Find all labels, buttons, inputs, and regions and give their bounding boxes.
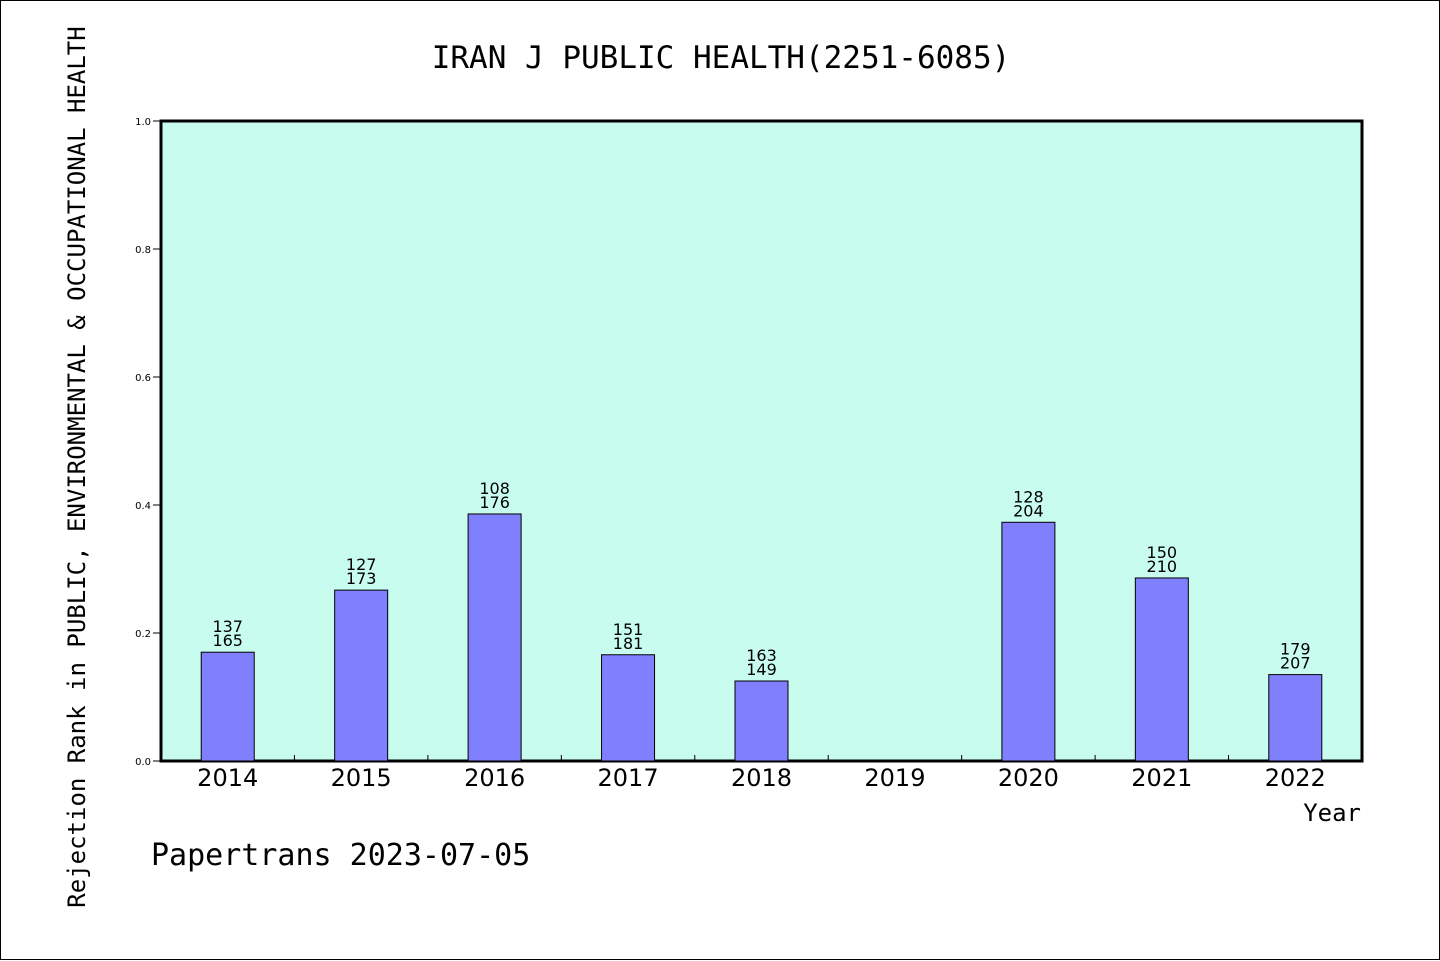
- bar-label-top: 151: [613, 620, 644, 639]
- x-tick-label: 2021: [1131, 764, 1192, 792]
- x-tick-label: 2017: [598, 764, 659, 792]
- x-tick-label: 2022: [1265, 764, 1326, 792]
- bar-2015: [334, 589, 389, 762]
- bar-label-top: 128: [1013, 487, 1044, 506]
- bar-label-bottom: 181: [613, 634, 644, 653]
- bar-label-bottom: 210: [1147, 557, 1178, 576]
- x-tick-label: 2020: [998, 764, 1059, 792]
- x-tick-label: 2014: [197, 764, 258, 792]
- bar-2018: [734, 680, 789, 762]
- x-tick-label: 2015: [331, 764, 392, 792]
- bar-2020: [1001, 521, 1056, 762]
- y-axis-label: Rejection Rank in PUBLIC, ENVIRONMENTAL …: [63, 26, 91, 907]
- bar-2017: [601, 654, 656, 762]
- bar-label-top: 137: [212, 617, 243, 636]
- bar-2016: [467, 513, 522, 762]
- bar-2021: [1134, 577, 1189, 762]
- y-tick-label: 0.0: [135, 757, 151, 768]
- y-tick-label: 0.6: [135, 373, 151, 384]
- bar-label-bottom: 204: [1013, 501, 1044, 520]
- bar-labels-group: 1371651271731081761511811631491282041502…: [212, 479, 1310, 679]
- chart-title: IRAN J PUBLIC HEALTH(2251-6085): [432, 40, 1011, 76]
- bar-label-bottom: 173: [346, 569, 377, 588]
- x-axis-label: Year: [1303, 799, 1361, 827]
- footer-credit: Papertrans 2023-07-05: [151, 838, 530, 873]
- y-tick-label: 0.4: [135, 501, 151, 512]
- bar-label-top: 127: [346, 555, 377, 574]
- bar-label-top: 108: [479, 479, 510, 498]
- bar-2022: [1268, 674, 1323, 762]
- y-tick-label: 0.2: [135, 629, 151, 640]
- x-tick-label: 2019: [864, 764, 925, 792]
- x-tick-label: 2018: [731, 764, 792, 792]
- bar-label-top: 150: [1147, 543, 1178, 562]
- bar-label-bottom: 165: [212, 631, 243, 650]
- y-tick-label: 1.0: [135, 117, 151, 128]
- bar-2014: [200, 651, 255, 762]
- bars-group: [200, 513, 1323, 762]
- x-axis-ticks: 2014 2015 2016 2017 2018 2019 2020 2021 2022: [197, 755, 1326, 792]
- x-tick-label: 2016: [464, 764, 525, 792]
- bar-label-bottom: 176: [479, 493, 510, 512]
- bar-label-bottom: 207: [1280, 654, 1311, 673]
- bar-label-bottom: 149: [746, 660, 777, 679]
- y-axis-ticks: 0.0 0.2 0.4 0.6 0.8 1.0: [135, 117, 161, 768]
- bar-label-top: 179: [1280, 640, 1311, 659]
- bar-label-top: 163: [746, 646, 777, 665]
- y-tick-label: 0.8: [135, 245, 151, 256]
